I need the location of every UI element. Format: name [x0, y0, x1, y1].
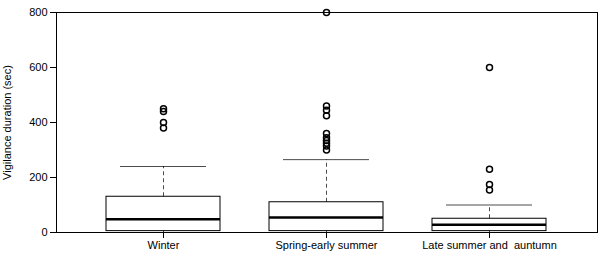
svg-text:200: 200: [29, 171, 47, 183]
svg-text:Spring-early summer: Spring-early summer: [275, 239, 377, 251]
svg-text:800: 800: [29, 6, 47, 18]
svg-text:Vigilance duration (sec): Vigilance duration (sec): [1, 65, 13, 180]
svg-text:Winter: Winter: [148, 239, 180, 251]
svg-text:Late summer and auntumn: Late summer and auntumn: [422, 239, 557, 251]
svg-text:600: 600: [29, 61, 47, 73]
svg-text:0: 0: [41, 226, 47, 238]
svg-text:400: 400: [29, 116, 47, 128]
